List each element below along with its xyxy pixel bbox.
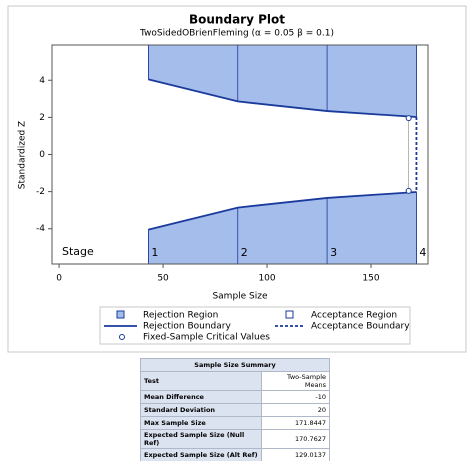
table-value: 171.8447 — [261, 416, 330, 430]
stage-label: 2 — [241, 246, 248, 259]
legend-marker — [119, 334, 125, 340]
y-tick-label: 0 — [39, 150, 45, 160]
table-row: Max Sample Size 171.8447 — [139, 416, 330, 430]
legend-swatch — [116, 310, 125, 319]
table-value: Two-Sample Means — [261, 371, 330, 391]
legend-label: Acceptance Boundary — [311, 322, 410, 332]
y-tick-label: -2 — [36, 187, 45, 197]
x-tick-label: 50 — [157, 274, 169, 284]
summary-table: Sample Size Summary Test Two-Sample Means M… — [139, 358, 330, 461]
rejection-boundary — [148, 78, 417, 118]
y-axis-label: Standardized Z — [18, 121, 28, 189]
stage-label: 3 — [330, 246, 337, 259]
table-row: Expected Sample Size (Alt Ref) 129.0137 — [139, 448, 330, 461]
table-key: Mean Difference — [139, 390, 263, 404]
table-header-row: Sample Size Summary — [140, 358, 330, 372]
table-row: Mean Difference -10 — [139, 390, 330, 404]
x-tick-label: 0 — [56, 274, 62, 284]
rejection-boundary — [148, 191, 417, 231]
table-row: Test Two-Sample Means — [139, 371, 330, 391]
chart-title: Boundary Plot — [189, 13, 285, 27]
y-tick-label: 4 — [39, 76, 45, 86]
chart-subtitle: TwoSidedOBrienFleming (α = 0.05 β = 0.1) — [139, 29, 334, 39]
table-key: Expected Sample Size (Alt Ref) — [139, 448, 263, 461]
x-tick-label: 100 — [258, 274, 275, 284]
stage-label: 1 — [151, 246, 158, 259]
chart: Boundary Plot TwoSidedOBrienFleming (α =… — [7, 5, 467, 353]
table-value: 170.7627 — [261, 429, 330, 449]
legend-frame — [99, 306, 411, 345]
fixed-sample-point — [405, 187, 412, 194]
stage-label: 4 — [419, 246, 426, 259]
legend-swatch — [285, 310, 294, 319]
stage-title: Stage — [62, 245, 94, 258]
x-tick-label: 150 — [362, 274, 379, 284]
legend-label: Rejection Boundary — [143, 322, 231, 332]
table-key: Max Sample Size — [139, 416, 263, 430]
legend-label: Fixed-Sample Critical Values — [143, 333, 270, 343]
legend-label: Rejection Region — [143, 311, 218, 321]
table-key: Standard Deviation — [139, 403, 263, 417]
table-value: -10 — [261, 390, 330, 404]
y-tick-label: -4 — [36, 224, 45, 234]
x-axis-label: Sample Size — [212, 292, 268, 302]
table-row: Standard Deviation 20 — [139, 403, 330, 417]
table-row: Expected Sample Size (Null Ref) 170.7627 — [139, 429, 330, 449]
table-value: 20 — [261, 403, 330, 417]
table-title: Sample Size Summary — [140, 358, 330, 372]
y-tick-label: 2 — [39, 113, 45, 123]
legend-label: Acceptance Region — [311, 311, 397, 321]
fixed-sample-point — [405, 115, 412, 122]
table-value: 129.0137 — [261, 448, 330, 461]
table-key: Expected Sample Size (Null Ref) — [139, 429, 263, 449]
table-key: Test — [139, 371, 263, 391]
